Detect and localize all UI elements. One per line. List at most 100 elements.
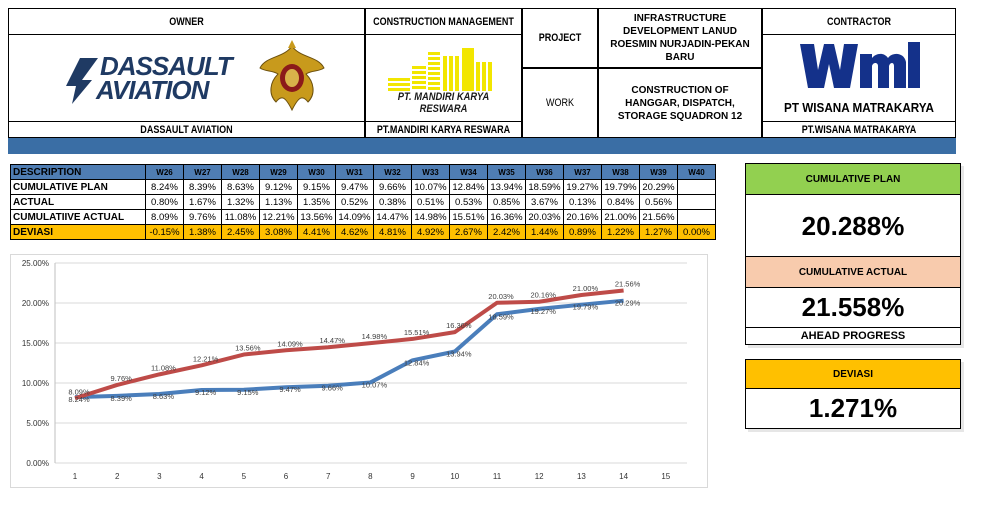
actual-data-label: 16.36% bbox=[446, 321, 472, 330]
table-row: CUMULATIIVE ACTUAL 8.09% 9.76% 11.08% 12… bbox=[10, 209, 716, 225]
x-tick-label: 6 bbox=[284, 472, 289, 481]
dassault-logo: DASSAULT AVIATION bbox=[62, 52, 242, 107]
table-row: CUMULATIVE PLAN 8.24% 8.39% 8.63% 9.12% … bbox=[10, 179, 716, 195]
table-cell: 1.35% bbox=[297, 194, 336, 210]
table-cell: 2.42% bbox=[487, 224, 526, 240]
header-divider-band bbox=[8, 138, 956, 154]
contractor-logo-text: PT WISANA MATRAKARYA bbox=[784, 99, 934, 115]
actual-data-label: 21.00% bbox=[573, 284, 599, 293]
dassault-logo-line1: DASSAULT bbox=[100, 51, 233, 81]
owner-name-cell: DASSAULT AVIATION bbox=[8, 121, 365, 138]
table-cell: 1.13% bbox=[259, 194, 298, 210]
table-cell: 12.21% bbox=[259, 209, 298, 225]
actual-data-label: 20.03% bbox=[488, 292, 514, 301]
plan-data-label: 8.39% bbox=[111, 394, 133, 403]
table-cell: 0.56% bbox=[639, 194, 678, 210]
week-header: W28 bbox=[221, 164, 260, 180]
x-tick-label: 15 bbox=[661, 472, 670, 481]
table-cell: 4.81% bbox=[373, 224, 412, 240]
cm-name: PT.MANDIRI KARYA RESWARA bbox=[376, 123, 511, 136]
work-value-cell: CONSTRUCTION OF HANGGAR, DISPATCH, STORA… bbox=[598, 68, 762, 138]
work-label: WORK bbox=[545, 97, 575, 109]
y-tick-label: 15.00% bbox=[22, 339, 49, 348]
air-force-emblem-icon bbox=[256, 38, 328, 118]
actual-data-label: 8.09% bbox=[68, 387, 90, 396]
row-label: CUMULATIIVE ACTUAL bbox=[10, 209, 146, 225]
table-cell: 21.56% bbox=[639, 209, 678, 225]
table-cell: 2.45% bbox=[221, 224, 260, 240]
table-cell: 19.27% bbox=[563, 179, 602, 195]
cm-label: CONSTRUCTION MANAGEMENT bbox=[373, 15, 514, 28]
s-curve-chart-svg: 0.00%5.00%10.00%15.00%20.00%25.00%1 2 3 4 5 6… bbox=[22, 259, 687, 481]
table-cell: 9.76% bbox=[183, 209, 222, 225]
table-cell: 15.51% bbox=[449, 209, 488, 225]
table-cell: 11.08% bbox=[221, 209, 260, 225]
row-label: DEVIASI bbox=[10, 224, 146, 240]
cumulative-plan-value: 20.288% bbox=[745, 195, 961, 259]
y-tick-label: 5.00% bbox=[26, 419, 49, 428]
table-cell: 4.62% bbox=[335, 224, 374, 240]
table-cell: 12.84% bbox=[449, 179, 488, 195]
x-tick-label: 14 bbox=[619, 472, 628, 481]
table-cell: 9.12% bbox=[259, 179, 298, 195]
project-label-cell: PROJECT bbox=[522, 8, 598, 68]
week-header: W39 bbox=[639, 164, 678, 180]
week-header: W26 bbox=[145, 164, 184, 180]
plan-data-label: 12.84% bbox=[404, 358, 430, 367]
cm-logo-text: PT. MANDIRI KARYA RESWARA bbox=[397, 91, 490, 115]
table-cell: 14.98% bbox=[411, 209, 450, 225]
table-cell: 20.29% bbox=[639, 179, 678, 195]
week-header: W32 bbox=[373, 164, 412, 180]
table-cell: 0.89% bbox=[563, 224, 602, 240]
actual-data-label: 13.56% bbox=[235, 344, 261, 353]
table-cell: 0.85% bbox=[487, 194, 526, 210]
table-cell: 3.67% bbox=[525, 194, 564, 210]
week-header: W33 bbox=[411, 164, 450, 180]
week-header: W31 bbox=[335, 164, 374, 180]
x-tick-label: 9 bbox=[410, 472, 415, 481]
table-cell: 9.66% bbox=[373, 179, 412, 195]
week-header: W29 bbox=[259, 164, 298, 180]
table-cell: 19.79% bbox=[601, 179, 640, 195]
contractor-label-cell: CONTRACTOR bbox=[762, 8, 956, 35]
table-cell: 0.51% bbox=[411, 194, 450, 210]
table-cell: 8.09% bbox=[145, 209, 184, 225]
table-cell: 10.07% bbox=[411, 179, 450, 195]
table-cell: 0.52% bbox=[335, 194, 374, 210]
x-tick-label: 13 bbox=[577, 472, 586, 481]
table-cell: 0.84% bbox=[601, 194, 640, 210]
table-cell: 1.67% bbox=[183, 194, 222, 210]
table-cell: -0.15% bbox=[145, 224, 184, 240]
table-cell: 8.63% bbox=[221, 179, 260, 195]
actual-data-label: 9.76% bbox=[111, 374, 133, 383]
wmk-logo-icon bbox=[800, 40, 920, 92]
project-value-cell: INFRASTRUCTURE DEVELOPMENT LANUD ROESMIN… bbox=[598, 8, 762, 68]
plan-series-line bbox=[74, 298, 624, 400]
plan-data-label: 19.79% bbox=[573, 303, 599, 312]
table-cell: 1.27% bbox=[639, 224, 678, 240]
table-cell: 14.09% bbox=[335, 209, 374, 225]
dassault-emblem-icon bbox=[66, 58, 98, 104]
plan-data-label: 18.59% bbox=[488, 312, 514, 321]
table-header-row: DESCRIPTION W26 W27 W28 W29 W30 W31 W32 … bbox=[10, 164, 716, 180]
row-label: ACTUAL bbox=[10, 194, 146, 210]
project-label: PROJECT bbox=[538, 32, 582, 44]
ahead-progress-note: AHEAD PROGRESS bbox=[745, 328, 961, 345]
owner-label: OWNER bbox=[169, 15, 204, 28]
table-cell: 16.36% bbox=[487, 209, 526, 225]
cumulative-plan-title: CUMULATIVE PLAN bbox=[745, 163, 961, 195]
plan-data-label: 19.27% bbox=[530, 307, 556, 316]
project-value: INFRASTRUCTURE DEVELOPMENT LANUD ROESMIN… bbox=[610, 13, 750, 63]
table-cell: 18.59% bbox=[525, 179, 564, 195]
x-tick-label: 1 bbox=[73, 472, 78, 481]
week-header: W38 bbox=[601, 164, 640, 180]
work-label-cell: WORK bbox=[522, 68, 598, 138]
x-tick-label: 4 bbox=[199, 472, 204, 481]
s-curve-chart: 0.00% 5.00% 10.00% 15.00% 20.00% 25.00% 1 2 3 4 5 6… bbox=[10, 254, 708, 488]
table-cell: 1.32% bbox=[221, 194, 260, 210]
plan-data-label: 8.24% bbox=[68, 395, 90, 404]
actual-data-label: 15.51% bbox=[404, 328, 430, 337]
actual-data-label: 11.08% bbox=[151, 363, 176, 372]
table-cell bbox=[677, 194, 716, 210]
actual-series-line bbox=[74, 288, 624, 401]
